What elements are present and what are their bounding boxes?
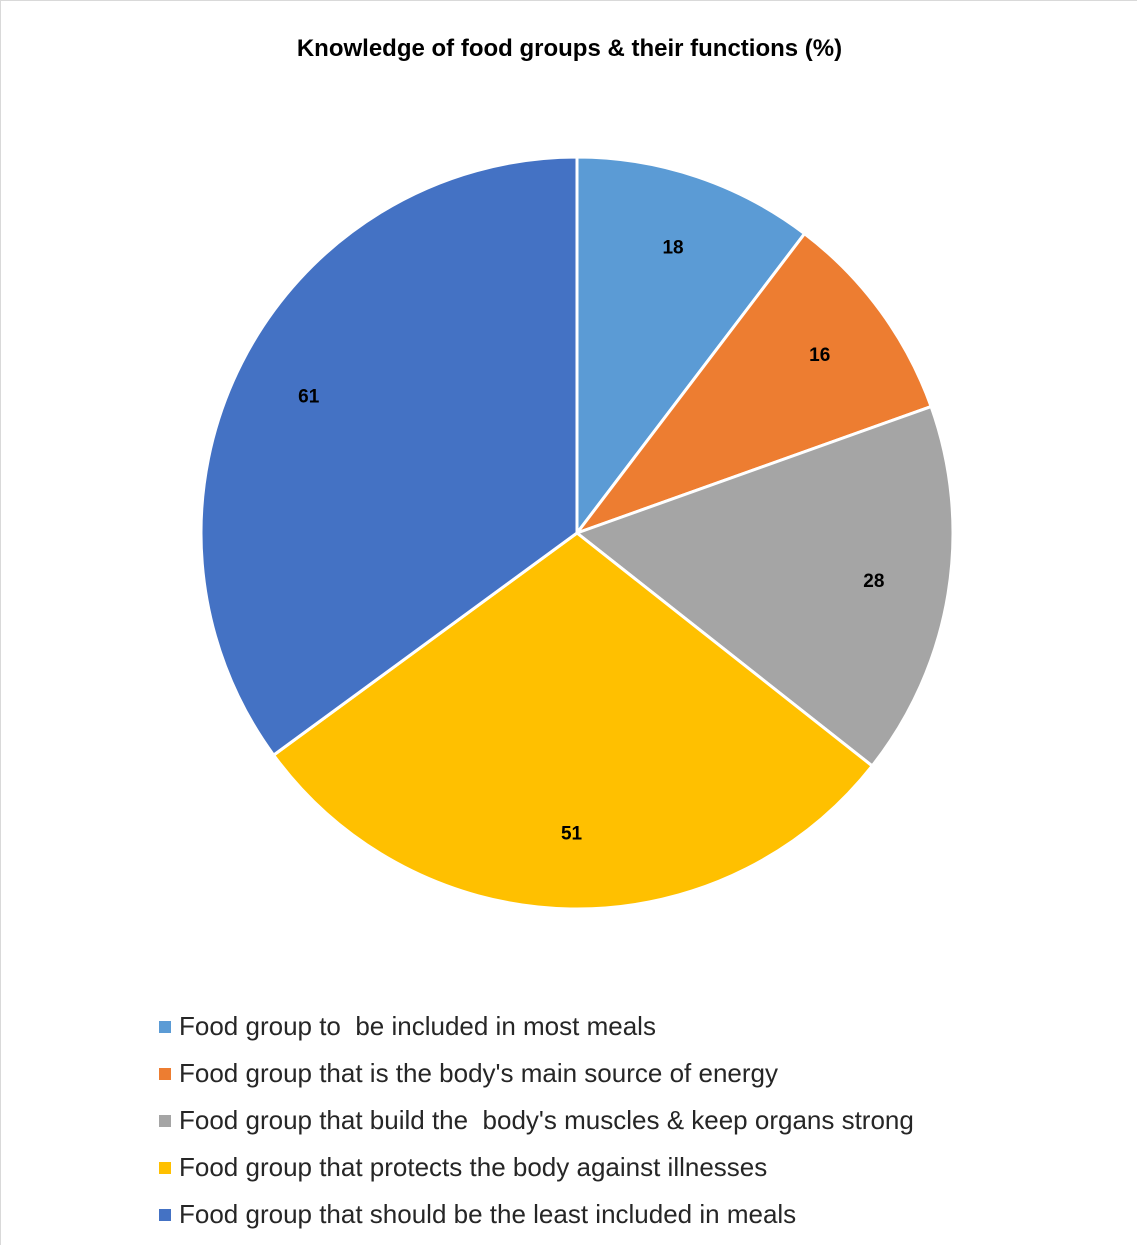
legend-label: Food group that build the body's muscles… xyxy=(179,1105,914,1135)
chart-title: Knowledge of food groups & their functio… xyxy=(296,35,843,62)
data-label: 18 xyxy=(662,237,683,258)
pie-slice xyxy=(575,155,807,535)
legend-label: Food group that protects the body agains… xyxy=(179,1152,768,1182)
legend-item: Food group that build the body's muscles… xyxy=(159,1097,914,1144)
legend-swatch xyxy=(159,1020,171,1033)
legend-item: Food group that is the body's main sourc… xyxy=(159,1050,914,1097)
pie-slice xyxy=(199,155,579,757)
pie-slice xyxy=(272,531,874,911)
legend-swatch xyxy=(159,1208,171,1221)
legend-item: Food group that protects the body agains… xyxy=(159,1144,914,1191)
data-label: 51 xyxy=(561,823,583,844)
legend-label: Food group that is the body's main sourc… xyxy=(179,1058,778,1088)
legend: Food group to be included in most meals … xyxy=(159,1003,914,1238)
data-label: 61 xyxy=(298,386,320,407)
legend-label: Food group that should be the least incl… xyxy=(179,1199,797,1229)
legend-swatch xyxy=(159,1161,171,1174)
legend-label: Food group to be included in most meals xyxy=(179,1011,656,1041)
pie-slice xyxy=(575,405,955,768)
legend-item: Food group to be included in most meals xyxy=(159,1003,914,1050)
legend-swatch xyxy=(159,1114,171,1127)
legend-swatch xyxy=(159,1067,171,1080)
data-label: 16 xyxy=(809,345,830,366)
data-label: 28 xyxy=(863,571,884,592)
pie-slice xyxy=(575,232,933,535)
legend-item: Food group that should be the least incl… xyxy=(159,1191,914,1238)
